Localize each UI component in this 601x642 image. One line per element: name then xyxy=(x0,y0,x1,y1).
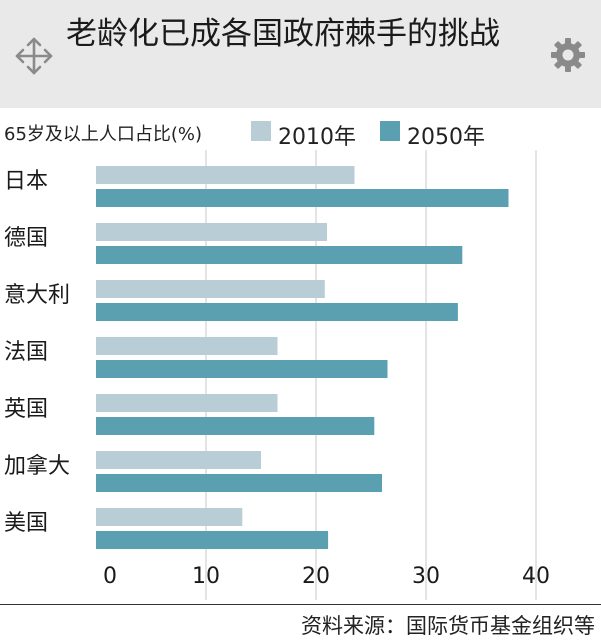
x-tick-label: 30 xyxy=(412,564,440,589)
category-label: 日本 xyxy=(4,169,48,194)
x-tick-label: 0 xyxy=(103,564,117,589)
bar-2010 xyxy=(96,223,327,241)
bar-2050 xyxy=(96,246,463,264)
x-tick-label: 10 xyxy=(192,564,220,589)
x-tick-label: 20 xyxy=(302,564,330,589)
category-label: 加拿大 xyxy=(4,453,70,479)
category-label: 法国 xyxy=(4,340,48,365)
chart-subtitle: 65岁及以上人口占比(%) xyxy=(4,124,203,145)
bar-2010 xyxy=(96,337,278,355)
legend-swatch-2050 xyxy=(380,121,400,141)
bar-2010 xyxy=(96,451,261,469)
x-tick-label: 40 xyxy=(522,564,550,589)
gear-icon[interactable] xyxy=(549,36,587,74)
move-arrows-icon[interactable] xyxy=(14,36,54,76)
category-label: 英国 xyxy=(4,397,48,422)
bar-2050 xyxy=(96,303,458,321)
category-label: 美国 xyxy=(4,511,48,536)
source-divider xyxy=(0,604,601,605)
bar-2050 xyxy=(96,417,375,435)
bar-2050 xyxy=(96,474,382,492)
category-label: 德国 xyxy=(4,226,48,251)
bar-2050 xyxy=(96,189,509,207)
legend-swatch-2010 xyxy=(251,121,271,141)
bar-2010 xyxy=(96,166,355,184)
bar-2010 xyxy=(96,394,278,412)
bar-2010 xyxy=(96,280,325,298)
bar-2050 xyxy=(96,360,388,378)
bar-2050 xyxy=(96,531,329,549)
header-bar: 老龄化已成各国政府棘手的挑战 xyxy=(0,0,601,108)
legend-label-2010: 2010年 xyxy=(278,125,356,150)
source-note: 资料来源：国际货币基金组织等 xyxy=(301,614,595,638)
legend-label-2050: 2050年 xyxy=(407,125,485,150)
bar-2010 xyxy=(96,508,243,526)
chart-title: 老龄化已成各国政府棘手的挑战 xyxy=(66,16,500,52)
category-label: 意大利 xyxy=(4,283,70,308)
